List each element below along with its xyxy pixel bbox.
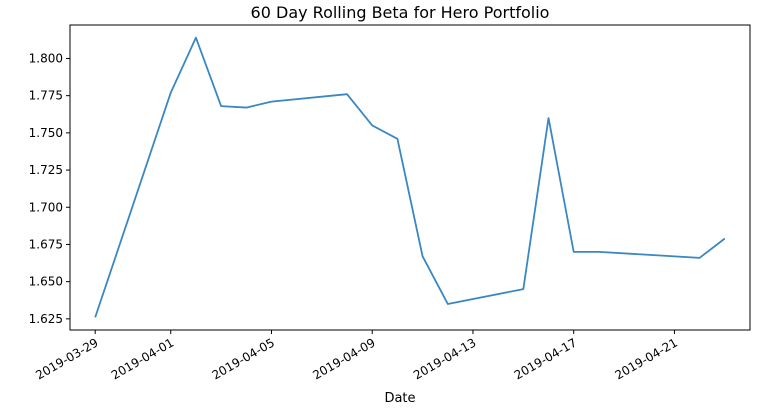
x-tick-label: 2019-04-21 [613,335,680,382]
y-tick-label: 1.775 [29,89,63,103]
y-tick-label: 1.800 [29,51,63,65]
plot-area [69,24,751,331]
x-tick-label: 2019-04-01 [109,335,176,382]
y-tick-label: 1.650 [29,275,63,289]
y-tick-label: 1.625 [29,312,63,326]
x-tick-label: 2019-03-29 [33,335,100,382]
y-tick-label: 1.725 [29,163,63,177]
x-tick-label: 2019-04-05 [210,335,277,382]
x-tick-label: 2019-04-13 [411,335,478,382]
x-axis-label: Date [384,391,415,406]
y-tick-label: 1.750 [29,126,63,140]
chart-title: 60 Day Rolling Beta for Hero Portfolio [251,3,550,22]
x-axis: 2019-03-29 2019-04-01 2019-04-05 2019-04-09… [33,330,680,382]
y-tick-label: 1.700 [29,200,63,214]
y-tick-label: 1.675 [29,237,63,251]
y-axis: 1.625 1.650 1.675 1.700 1.725 1.750 1.775 1.800 [29,51,70,326]
series-line [94,36,726,318]
x-tick-label: 2019-04-17 [512,335,579,382]
x-tick-label: 2019-04-09 [310,335,377,382]
